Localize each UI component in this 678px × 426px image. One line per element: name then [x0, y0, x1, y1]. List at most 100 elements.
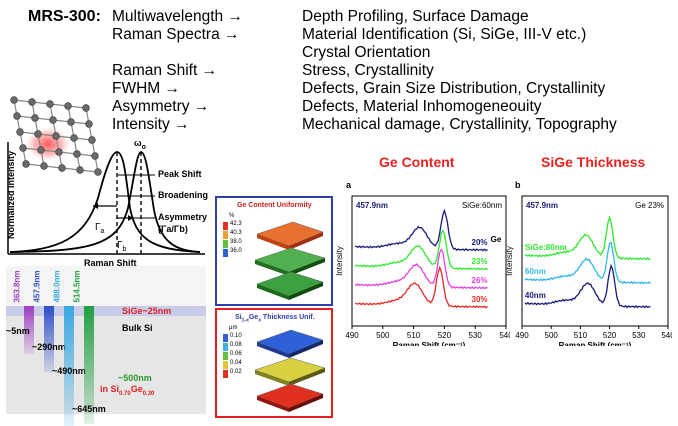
penetration-depth-bar — [44, 306, 54, 372]
series-label: 30% — [472, 295, 488, 304]
spectrum-line — [524, 241, 651, 285]
x-tick-label: 540 — [661, 331, 672, 340]
penetration-depth-bar — [24, 306, 34, 354]
sige-layer — [6, 306, 206, 316]
wavelength-label: 488.0nm — [52, 270, 62, 303]
wavelength-label: 363.8nm — [12, 270, 22, 303]
feature-value: Defects, Material Inhomogeneouity — [302, 98, 542, 115]
feature-label: Asymmetry → — [112, 98, 210, 115]
atom-node — [16, 128, 24, 136]
feature-label: Intensity → — [112, 116, 190, 133]
atom-node — [88, 136, 96, 144]
series-label: 23% — [472, 257, 488, 266]
feature-value: Crystal Orientation — [302, 44, 431, 61]
color-scale-swatch — [223, 370, 228, 378]
peak-shift-label: Peak Shift — [158, 169, 202, 179]
atom-node — [58, 164, 66, 172]
peak-xlabel: Raman Shift — [84, 258, 137, 268]
y-axis-label: Intensity — [505, 246, 514, 276]
series-label: 26% — [472, 276, 488, 285]
sample-tag: SiGe:60nm — [462, 201, 502, 210]
color-scale-value: 38.0 — [230, 239, 242, 245]
plot-frame — [521, 195, 669, 327]
narrow-peak-curve — [9, 151, 201, 253]
atom-node — [85, 120, 93, 128]
atom-node — [31, 114, 39, 122]
penetration-depth-label: ~5nm — [6, 326, 30, 336]
ge-3d-surface — [254, 221, 326, 300]
color-scale-swatch — [223, 361, 228, 369]
series-label: 20% — [472, 238, 488, 247]
asymmetry-label: Asymmetry — [158, 212, 208, 222]
color-scale-value: 0.08 — [230, 342, 242, 348]
color-scale-value: 0.06 — [230, 351, 242, 357]
x-axis-label: Raman Shift (cm⁻¹) — [559, 341, 632, 346]
color-scale-swatch — [223, 240, 228, 248]
atom-node — [70, 134, 78, 142]
color-scale-swatch — [223, 222, 228, 230]
ge-uniformity-map-panel: Ge Content Uniformity % 42.3 40.3 38.0 36.0 — [215, 196, 333, 306]
thickness-map-unit: μm — [229, 325, 238, 331]
y-axis-label: Intensity — [335, 246, 344, 276]
atom-node — [64, 102, 72, 110]
atom-node — [37, 146, 45, 154]
thickness-3d-surface — [254, 329, 326, 412]
x-tick-label: 500 — [376, 331, 390, 340]
atom-node — [52, 132, 60, 140]
atom-node — [67, 118, 75, 126]
penetration-depth-label: ~490nm — [52, 366, 86, 376]
feature-value: Defects, Grain Size Distribution, Crysta… — [302, 80, 606, 97]
wavelength-tag: 457.9nm — [356, 201, 388, 210]
series-label: SiGe:80nm — [525, 243, 567, 252]
color-scale-value: 42.3 — [230, 221, 242, 227]
sige-depth-label: ~500nm — [118, 373, 152, 383]
x-axis-label: Raman Shift (cm⁻¹) — [393, 341, 466, 346]
penetration-depth-label: ~290nm — [32, 342, 66, 352]
feature-value: Mechanical damage, Crystallinity, Topogr… — [302, 116, 617, 133]
x-tick-label: 530 — [469, 331, 483, 340]
x-tick-label: 520 — [603, 331, 617, 340]
x-tick-label: 520 — [438, 331, 452, 340]
x-tick-label: 530 — [632, 331, 646, 340]
sige-composition: in Si0.70Ge0.30 — [100, 384, 155, 397]
bulk-si-label: Bulk Si — [122, 323, 153, 333]
omega-label: ωo — [134, 138, 146, 151]
bulk-si-layer — [6, 316, 206, 414]
color-scale-value: 0.10 — [230, 333, 242, 339]
gamma-b-label: Γb — [117, 240, 127, 253]
spectrum-line — [355, 208, 488, 252]
sige-thickness-chart: 490 500 510 520 530 540 Raman Shift (cm⁻¹) Inte… — [505, 195, 672, 346]
feature-label: Multiwavelength → — [112, 8, 243, 25]
atom-node — [94, 168, 102, 176]
color-scale-swatch — [223, 352, 228, 360]
x-tick-label: 540 — [499, 331, 510, 340]
color-scale-swatch — [223, 231, 228, 239]
ge-map-title: Ge Content Uniformity — [237, 202, 312, 209]
atom-node — [49, 116, 57, 124]
atom-node — [34, 130, 42, 138]
penetration-depth-label: ~645nm — [72, 404, 106, 414]
atom-node — [46, 100, 54, 108]
feature-value: Material Identification (Si, SiGe, III-V… — [302, 26, 587, 43]
crystal-lattice-image — [10, 96, 102, 176]
atom-node — [10, 96, 18, 104]
wavelength-label: 457.9nm — [32, 270, 42, 303]
x-tick-label: 510 — [407, 331, 421, 340]
color-scale-value: 0.02 — [230, 369, 242, 375]
sige-label: SiGe~25nm — [122, 306, 172, 316]
depth-profile-panel: 363.8nm ~5nm 457.9nm ~290nm 488.0nm ~490nm 514… — [6, 266, 206, 426]
spectrum-line — [354, 265, 488, 309]
ge-content-title: Ge Content — [379, 154, 455, 170]
x-tick-label: 510 — [574, 331, 588, 340]
broadening-label: Broadening — [158, 190, 209, 200]
color-scale-swatch — [223, 343, 228, 351]
feature-value: Stress, Crystallinity — [302, 62, 434, 79]
color-scale-swatch — [223, 334, 228, 342]
thickness-uniformity-map-panel: Si1-xGex Thickness Unif. μm 0.10 0.08 0.06… — [215, 308, 333, 418]
penetration-depth-bar — [84, 306, 94, 424]
atom-node — [76, 166, 84, 174]
atom-node — [28, 98, 36, 106]
atom-node — [73, 150, 81, 158]
feature-label: Raman Spectra → — [112, 26, 240, 43]
wavelength-label: 514.5nm — [72, 270, 82, 303]
